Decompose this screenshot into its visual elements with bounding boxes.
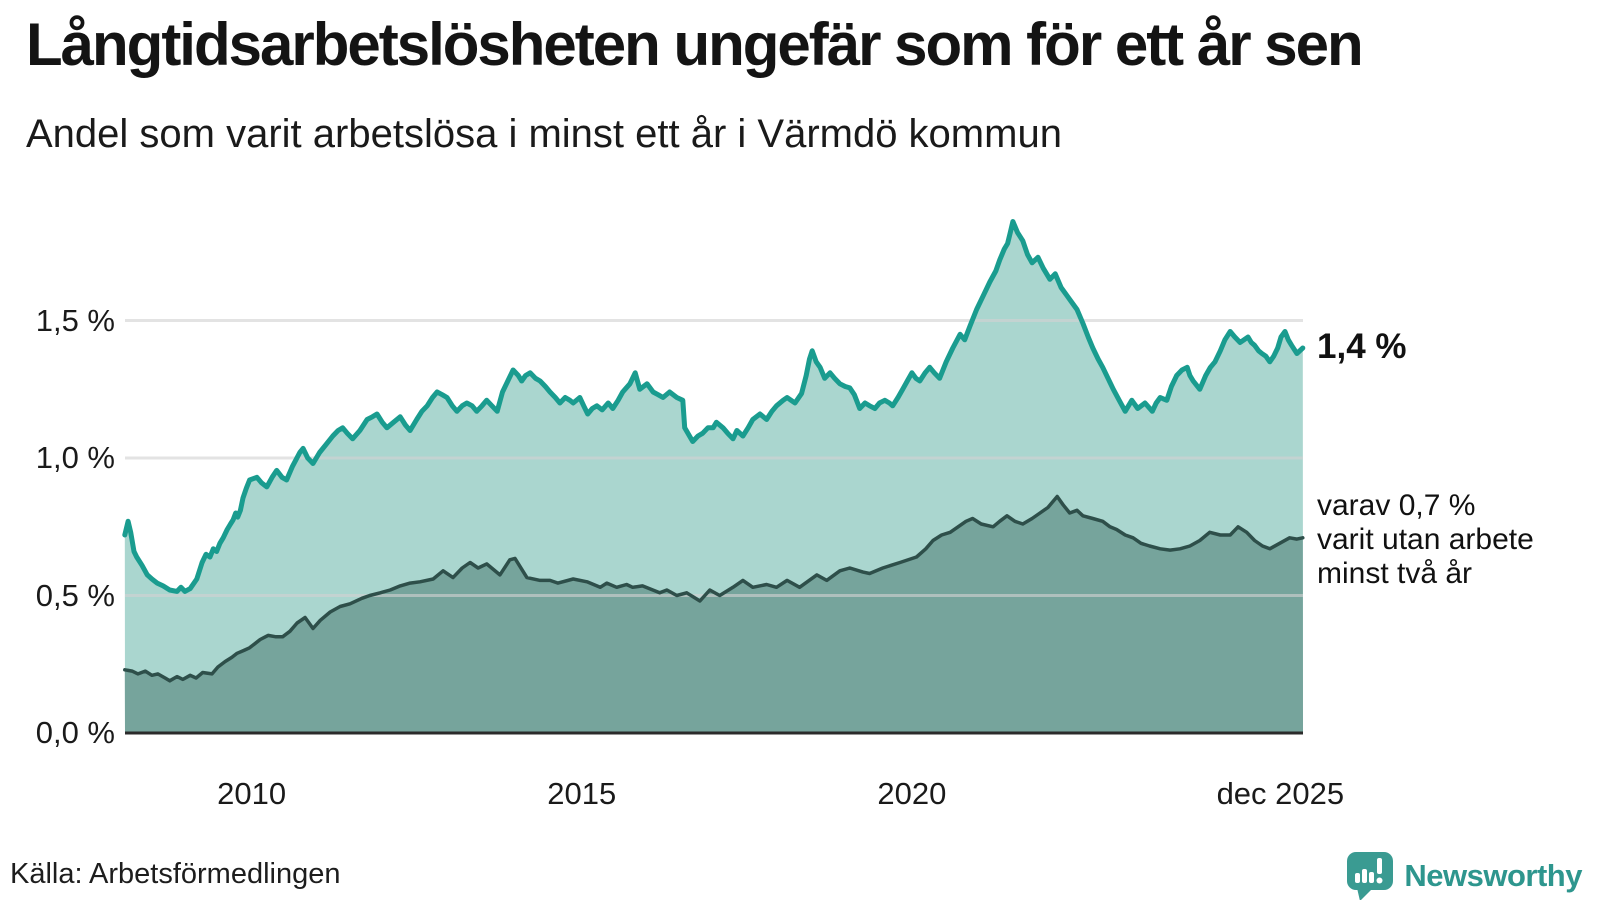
gridlines	[125, 319, 1303, 597]
series-total-line	[122, 219, 1306, 594]
secondary-series-annotation: varav 0,7 % varit utan arbete minst två …	[1317, 489, 1534, 591]
y-tick-label: 1,0 %	[35, 440, 115, 475]
page-title: Långtidsarbetslösheten ungefär som för e…	[26, 11, 1364, 78]
annotation-line: varit utan arbete	[1317, 523, 1534, 556]
y-tick-label: 0,5 %	[35, 577, 115, 613]
x-tick-label: 2015	[547, 776, 617, 811]
x-tick-label: dec 2025	[1216, 776, 1345, 811]
page-subtitle: Andel som varit arbetslösa i minst ett å…	[26, 112, 1062, 156]
series-twoyear-line	[123, 494, 1305, 683]
source-note: Källa: Arbetsförmedlingen	[10, 858, 341, 890]
latest-value-label: 1,4 %	[1317, 327, 1407, 366]
y-tick-label: 0,0 %	[35, 715, 115, 750]
brand-logo: Newsworthy	[1346, 851, 1582, 900]
brand-name: Newsworthy	[1404, 858, 1582, 893]
y-tick-label: 1,5 %	[35, 302, 115, 338]
x-tick-label: 2010	[217, 776, 287, 811]
x-tick-label: 2020	[877, 776, 947, 811]
series-twoyear-area	[124, 496, 1303, 733]
annotation-line: varav 0,7 %	[1317, 489, 1476, 522]
newsworthy-mark-icon	[1347, 852, 1394, 900]
annotation-line: minst två år	[1317, 557, 1473, 590]
